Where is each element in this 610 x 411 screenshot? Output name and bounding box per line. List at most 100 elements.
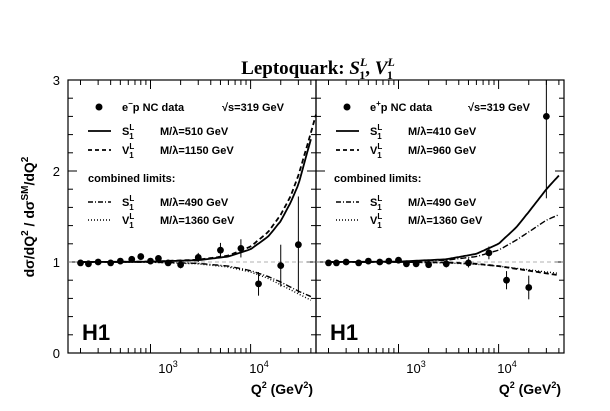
legend-symbol: VL 1 (370, 142, 382, 160)
xlabel-sup-b: 2 (303, 380, 308, 390)
data-point (294, 241, 302, 249)
legend-sym-sup: L (129, 194, 134, 203)
data-point (342, 258, 350, 266)
legend-symbol: SL 1 (370, 194, 382, 212)
data-point (395, 256, 402, 264)
legend-data-label: e+p NC data (370, 99, 433, 114)
legend-sym-base: S (370, 197, 377, 209)
legend-label: M/λ=1360 GeV (160, 215, 235, 227)
legend-symbol: VL 1 (370, 212, 382, 230)
data-point (255, 280, 262, 288)
x-tick-base: 10 (158, 361, 172, 376)
xlabel-sup-b: 2 (551, 380, 556, 390)
curve-dashed (80, 114, 317, 263)
x-tick-exp: 3 (173, 359, 178, 369)
legend-symbol: VL 1 (122, 142, 134, 160)
y-tick-label: 0 (53, 346, 60, 361)
data-point (364, 257, 372, 265)
data-point (128, 255, 136, 263)
legend-sym-sub: 1 (377, 132, 382, 141)
panel-right: e+p NC data √s=319 GeV SL 1 M/λ=410 GeV V… (315, 79, 565, 354)
data-point (194, 254, 202, 261)
legend-sym-sup: L (377, 142, 382, 151)
data-point (385, 257, 393, 265)
title-prefix: Leptoquark: (241, 58, 349, 79)
legend-sym-base: V (370, 215, 378, 227)
curve-dotted (328, 261, 559, 275)
data-point (237, 244, 245, 252)
x-axis-label: Q2 (GeV2) (251, 380, 313, 397)
legend-sym-sup: L (377, 212, 382, 221)
legend-data-marker (95, 103, 103, 111)
legend-sym-sup: L (377, 194, 382, 203)
data-point (485, 249, 493, 257)
experiment-label: H1 (330, 320, 358, 345)
curve-dashdot (80, 261, 312, 298)
legend-data-marker (343, 103, 351, 111)
data-point (77, 259, 84, 267)
xlabel-part-c: ) (308, 381, 313, 397)
legend-label: M/λ=490 GeV (160, 197, 229, 209)
data-point (107, 259, 115, 267)
legend-sqrt-s: √s=319 GeV (468, 102, 531, 114)
data-point (155, 254, 162, 262)
ylabel-part-c: /dQ (21, 162, 37, 185)
xlabel-part-a: Q (251, 381, 262, 397)
legend-symbol: SL 1 (122, 123, 134, 141)
x-tick-exp: 3 (421, 359, 426, 369)
legend-sym-sub: 1 (129, 151, 134, 160)
legend-symbol: SL 1 (122, 194, 134, 212)
x-tick-label: 104 (249, 359, 268, 376)
experiment-label: H1 (82, 320, 110, 345)
legend-label: M/λ=490 GeV (408, 197, 477, 209)
x-tick-base: 10 (406, 361, 420, 376)
panel-frame (315, 79, 565, 354)
title-sep: , (365, 58, 375, 79)
x-tick-label: 103 (406, 359, 425, 376)
xlabel-part-a: Q (499, 381, 510, 397)
legend-sym-base: V (122, 215, 130, 227)
x-axis-label: Q2 (GeV2) (499, 380, 561, 397)
legend-label: M/λ=510 GeV (160, 126, 229, 138)
legend-label: M/λ=960 GeV (408, 145, 477, 157)
xlabel-part-c: ) (556, 381, 561, 397)
data-point (137, 253, 145, 260)
data-point (177, 261, 185, 269)
legend-sym-sub: 1 (377, 221, 382, 230)
xlabel-sup-a: 2 (510, 380, 515, 390)
data-point (355, 259, 363, 267)
ylabel-sup-a: 2 (20, 230, 31, 236)
legend-label: M/λ=410 GeV (408, 126, 477, 138)
legend-data-rest: p NC data (381, 102, 433, 114)
y-tick-label: 2 (53, 164, 60, 179)
data-point (376, 258, 384, 266)
data-point (333, 259, 340, 267)
data-points (77, 196, 302, 296)
data-point (116, 257, 124, 265)
x-tick-label: 104 (497, 359, 516, 376)
legend-sym-sup: L (129, 142, 134, 151)
data-points (325, 80, 550, 300)
legend-data-label: e−p NC data (122, 99, 185, 114)
legend-sym-sup: L (129, 212, 134, 221)
xlabel-sup-a: 2 (262, 380, 267, 390)
title-s-sup: L (359, 55, 367, 69)
legend-sym-sub: 1 (377, 203, 382, 212)
legend: e−p NC data √s=319 GeV SL 1 M/λ=510 GeV V… (88, 99, 285, 230)
legend-sym-base: V (122, 145, 130, 157)
legend-sym-sub: 1 (129, 203, 134, 212)
data-point (277, 262, 285, 270)
panel-left: e−p NC data √s=319 GeV SL 1 M/λ=510 GeV V… (67, 79, 317, 354)
legend-sqrt-s: √s=319 GeV (222, 102, 285, 114)
x-tick-base: 10 (249, 361, 263, 376)
axis-ticks (68, 79, 316, 354)
legend: e+p NC data √s=319 GeV SL 1 M/λ=410 GeV V… (334, 99, 531, 230)
legend-label: M/λ=1360 GeV (408, 215, 483, 227)
legend-sym-base: S (122, 197, 129, 209)
xlabel-part-b: (GeV (515, 381, 552, 397)
legend-data-base: e (370, 102, 376, 114)
data-point (442, 260, 450, 268)
ylabel-sup-c: 2 (20, 156, 31, 162)
legend-data-rest: p NC data (133, 102, 185, 114)
